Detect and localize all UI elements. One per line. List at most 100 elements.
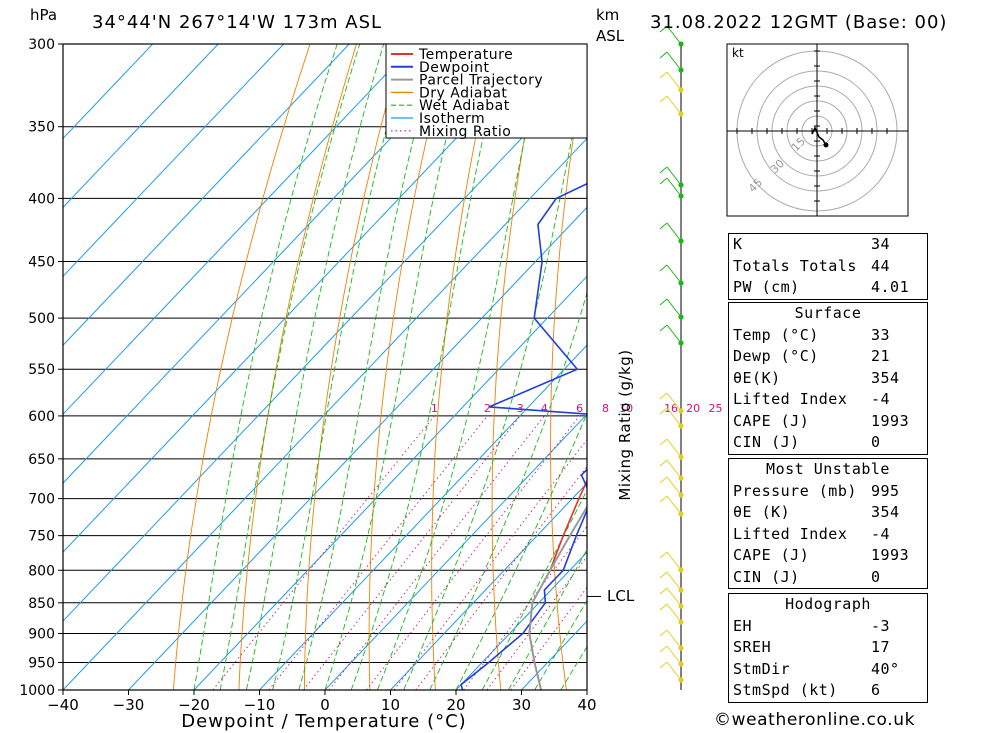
dry-adiabat-line <box>238 44 357 690</box>
wet-adiabat-line <box>298 44 439 690</box>
hodo-row: StmDir 40° <box>733 659 900 678</box>
mixing-ratio-tick-label: 2 <box>484 402 491 415</box>
wind-barb-flag <box>659 629 668 637</box>
mixing-ratio-line <box>303 415 521 690</box>
dry-adiabat-line <box>550 50 587 690</box>
wind-barb <box>666 25 682 45</box>
datetime-title: 31.08.2022 12GMT (Base: 00) <box>650 12 947 33</box>
legend-label: Dry Adiabat <box>419 85 507 101</box>
dry-adiabat-line <box>662 44 697 690</box>
x-tick-label: −10 <box>244 696 276 714</box>
indices-table: K 34 Totals Totals 44 PW (cm) 4.01 <box>728 233 928 300</box>
wind-barb <box>666 645 682 665</box>
wet-adiabat-line <box>193 44 338 690</box>
mixing-ratio-tick-label: 10 <box>619 402 633 415</box>
hodo-row: EH -3 <box>733 616 891 635</box>
y-tick-label: 800 <box>28 563 55 579</box>
x-tick-label: 10 <box>381 696 400 714</box>
isotherm-line <box>63 44 416 415</box>
wind-barb <box>666 177 682 197</box>
wind-barb <box>666 392 682 412</box>
background-lines <box>63 44 697 690</box>
legend-label: Parcel Trajectory <box>419 73 543 89</box>
y-tick-label: 450 <box>28 255 55 271</box>
wind-barb <box>666 407 682 427</box>
mixing-ratio-line <box>212 415 435 690</box>
pressure-unit: hPa <box>30 6 57 24</box>
wind-barb-flag <box>659 177 668 185</box>
x-axis-label: Dewpoint / Temperature (°C) <box>181 711 466 732</box>
index-row-pw: PW (cm) 4.01 <box>733 278 910 296</box>
hodograph-title: Hodograph <box>785 595 871 613</box>
mixing-ratio-tick-label: 16 <box>664 402 678 415</box>
mixing-ratio-tick-label: 20 <box>686 402 700 415</box>
x-tick-label: −20 <box>178 696 210 714</box>
wind-barb-flag <box>659 495 668 503</box>
surface-row: θE(K) 354 <box>733 368 900 387</box>
isotherm-line <box>63 44 547 553</box>
copyright[interactable]: ©weatheronline.co.uk <box>714 710 916 730</box>
wind-barb-flag <box>659 222 668 230</box>
wind-barb <box>666 571 682 591</box>
legend-label: Mixing Ratio <box>419 124 511 140</box>
wind-barb-flag <box>659 25 668 33</box>
y-tick-label: 850 <box>28 596 55 612</box>
isotherm-line <box>63 44 350 346</box>
mixing-ratio-tick-label: 1 <box>431 402 438 415</box>
isotherm-line <box>63 137 587 690</box>
wind-barb-flag <box>659 551 668 559</box>
isotherm-line <box>63 68 587 622</box>
mu-row: CIN (J) 0 <box>733 567 881 586</box>
series-line-parcel-trajectory <box>528 505 587 690</box>
hodo-row: StmSpd (kt) 6 <box>733 681 881 699</box>
storm-motion-dot <box>823 142 829 148</box>
mixing-ratio-line <box>486 555 587 690</box>
isotherm-line <box>324 413 587 690</box>
y-tick-label: 650 <box>28 452 55 468</box>
wind-barb <box>666 166 682 186</box>
mixing-ratio-line <box>366 415 580 690</box>
wet-adiabat-line <box>376 44 545 690</box>
data-lines <box>460 182 587 690</box>
wind-barb <box>666 551 682 571</box>
isotherm-line <box>455 551 587 690</box>
mixing-ratio-tick-label: 3 <box>517 402 524 415</box>
wind-barb <box>666 438 682 458</box>
dry-adiabat-line <box>491 44 543 690</box>
hodograph-trace <box>811 126 827 146</box>
surface-title: Surface <box>794 304 862 322</box>
y-tick-label: 750 <box>28 529 55 545</box>
surface-table: Surface Temp (°C) 33 Dewp (°C) 21 θE(K) 354… <box>728 302 928 455</box>
wind-barb <box>666 95 682 115</box>
isotherm-line <box>63 44 219 209</box>
wet-adiabat-line <box>324 44 470 690</box>
mixing-ratio-line <box>463 525 587 690</box>
wind-barb <box>666 587 682 607</box>
wind-barb-flag <box>659 166 668 174</box>
asl-unit: ASL <box>596 27 625 45</box>
wet-adiabat-line <box>508 548 587 690</box>
wind-barb-flag <box>659 51 668 59</box>
axes: 1 2 3 4 6 8 10 16 20 2530035040045050055060065070… <box>19 37 722 714</box>
x-tick-label: 40 <box>577 696 596 714</box>
hodograph-unit: kt <box>732 46 744 60</box>
mixing-ratio-tick-label: 8 <box>602 402 609 415</box>
wet-adiabat-line <box>272 44 410 690</box>
wind-barb <box>666 495 682 515</box>
dry-adiabat-line <box>172 44 311 690</box>
index-row-totals: Totals Totals 44 <box>733 256 891 275</box>
wet-adiabat-line <box>481 489 587 690</box>
legend-box <box>385 43 588 139</box>
x-tick-label: 30 <box>512 696 531 714</box>
isotherm-line <box>128 206 587 690</box>
mu-row: CAPE (J) 1993 <box>733 546 910 564</box>
surface-row: CIN (J) 0 <box>733 433 881 451</box>
most-unstable-table: Most Unstable Pressure (mb) 995 θE (K) 354… <box>728 458 928 589</box>
mixing-ratio-axis-label: Mixing Ratio (g/kg) <box>616 349 634 500</box>
mixing-ratio-tick-label: 6 <box>576 402 583 415</box>
lcl-label: LCL <box>607 587 635 605</box>
x-tick-label: −40 <box>47 696 79 714</box>
wind-barb-flag <box>659 392 668 400</box>
